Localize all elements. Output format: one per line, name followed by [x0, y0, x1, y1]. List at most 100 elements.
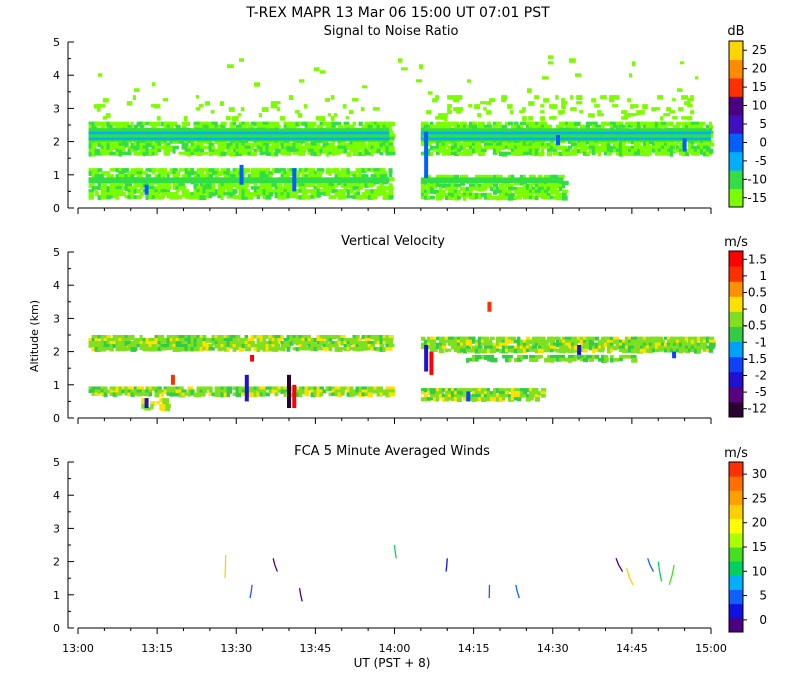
- heatmap-cell: [360, 107, 365, 111]
- heatmap-cell: [349, 186, 354, 190]
- heatmap-cell: [441, 113, 448, 118]
- heatmap-cell: [219, 101, 224, 106]
- heatmap-cell: [172, 335, 177, 339]
- heatmap-cell: [459, 95, 463, 100]
- heatmap-cell: [543, 339, 548, 345]
- heatmap-cell: [328, 347, 333, 352]
- heatmap-cell: [100, 347, 106, 352]
- heatmap-cell: [112, 392, 118, 397]
- heatmap-cell: [591, 342, 598, 348]
- heatmap-cell: [139, 386, 145, 390]
- heatmap-cell: [115, 148, 123, 154]
- colorbar-swatch: [729, 504, 743, 520]
- heatmap-cell: [151, 124, 157, 128]
- heatmap-cell: [681, 95, 689, 100]
- heatmap-cell: [97, 389, 104, 394]
- heatmap-cell: [684, 348, 691, 354]
- heatmap-cell: [480, 192, 488, 197]
- heatmap-cell: [364, 174, 369, 180]
- heatmap-cell: [669, 336, 675, 340]
- heatmap-cell: [301, 121, 307, 126]
- heatmap-cell: [370, 386, 374, 392]
- heatmap-cell: [654, 107, 661, 111]
- heatmap-cell: [274, 121, 280, 126]
- heatmap-cell: [254, 82, 261, 87]
- heatmap-cell: [450, 394, 457, 398]
- heatmap-cell: [522, 151, 529, 156]
- x-tick-label: 13:45: [300, 642, 332, 655]
- heatmap-cell: [214, 151, 220, 155]
- heatmap-cell: [474, 195, 480, 200]
- heatmap-cell: [238, 192, 244, 197]
- heatmap-cell: [331, 386, 338, 391]
- heatmap-cell: [525, 186, 529, 192]
- heatmap-cell: [519, 142, 525, 147]
- heatmap-cell: [331, 186, 335, 191]
- heatmap-cell: [468, 336, 475, 342]
- heatmap-cell: [208, 151, 214, 157]
- heatmap-cell: [540, 121, 548, 127]
- heatmap-cell: [202, 121, 207, 126]
- heatmap-cell: [498, 139, 504, 145]
- heatmap-cell: [687, 348, 694, 352]
- heatmap-cell: [102, 98, 109, 103]
- heatmap-cell: [438, 186, 443, 192]
- heatmap-cell: [280, 192, 285, 197]
- heatmap-cell: [337, 335, 343, 340]
- heatmap-cell: [441, 116, 447, 120]
- heatmap-cell: [687, 98, 694, 102]
- heatmap-cell: [142, 148, 146, 153]
- heatmap-cell: [253, 139, 260, 144]
- heatmap-cell: [474, 394, 480, 398]
- heatmap-cell: [498, 183, 505, 188]
- wind-barb: [647, 558, 654, 572]
- heatmap-cell: [600, 142, 607, 148]
- heatmap-cell: [202, 174, 208, 180]
- heatmap-cell: [295, 121, 301, 127]
- heatmap-cell: [666, 348, 672, 353]
- heatmap-cell: [298, 392, 303, 398]
- heatmap-cell: [94, 171, 100, 176]
- heatmap-cell: [346, 151, 352, 157]
- heatmap-cell: [516, 391, 520, 395]
- heatmap-cell: [534, 336, 540, 340]
- heatmap-cell: [169, 386, 174, 391]
- heatmap-cell: [684, 342, 689, 347]
- heatmap-cell: [486, 145, 493, 150]
- heatmap-cell: [91, 139, 96, 144]
- heatmap-cell: [274, 341, 280, 346]
- heatmap-cell: [340, 338, 347, 342]
- heatmap-cell: [538, 354, 544, 358]
- heatmap-cell: [505, 354, 509, 360]
- heatmap-cell: [217, 392, 223, 397]
- heatmap-cell: [199, 186, 205, 190]
- heatmap-cell: [283, 389, 288, 395]
- heatmap-cell: [247, 148, 253, 153]
- heatmap-cell: [519, 345, 526, 349]
- heatmap-cell: [495, 148, 502, 154]
- heatmap-cell: [274, 142, 280, 146]
- heatmap-cell: [334, 386, 342, 390]
- colorbar-label: 20: [752, 62, 767, 76]
- heatmap-cell: [301, 344, 308, 349]
- heatmap-cell: [510, 388, 517, 392]
- heatmap-cell: [91, 335, 99, 340]
- heatmap-cell: [420, 121, 427, 126]
- heatmap-cell: [232, 392, 237, 396]
- heatmap-cell: [627, 98, 631, 103]
- x-tick-label: 13:15: [141, 642, 173, 655]
- colorbar-swatch: [729, 386, 743, 403]
- heatmap-cell: [274, 192, 279, 196]
- heatmap-cell: [271, 389, 279, 394]
- heatmap-cell: [435, 142, 442, 147]
- heatmap-cell: [136, 392, 143, 397]
- heatmap-cell: [328, 148, 332, 154]
- heatmap-cell: [385, 121, 390, 127]
- heatmap-cell: [420, 192, 425, 197]
- heatmap-cell: [337, 392, 343, 398]
- heatmap-cell: [549, 345, 555, 350]
- heatmap-cell: [172, 344, 177, 349]
- y-tick-label: 2: [53, 346, 60, 359]
- heatmap-cell: [438, 142, 445, 148]
- heatmap-cell: [160, 183, 164, 188]
